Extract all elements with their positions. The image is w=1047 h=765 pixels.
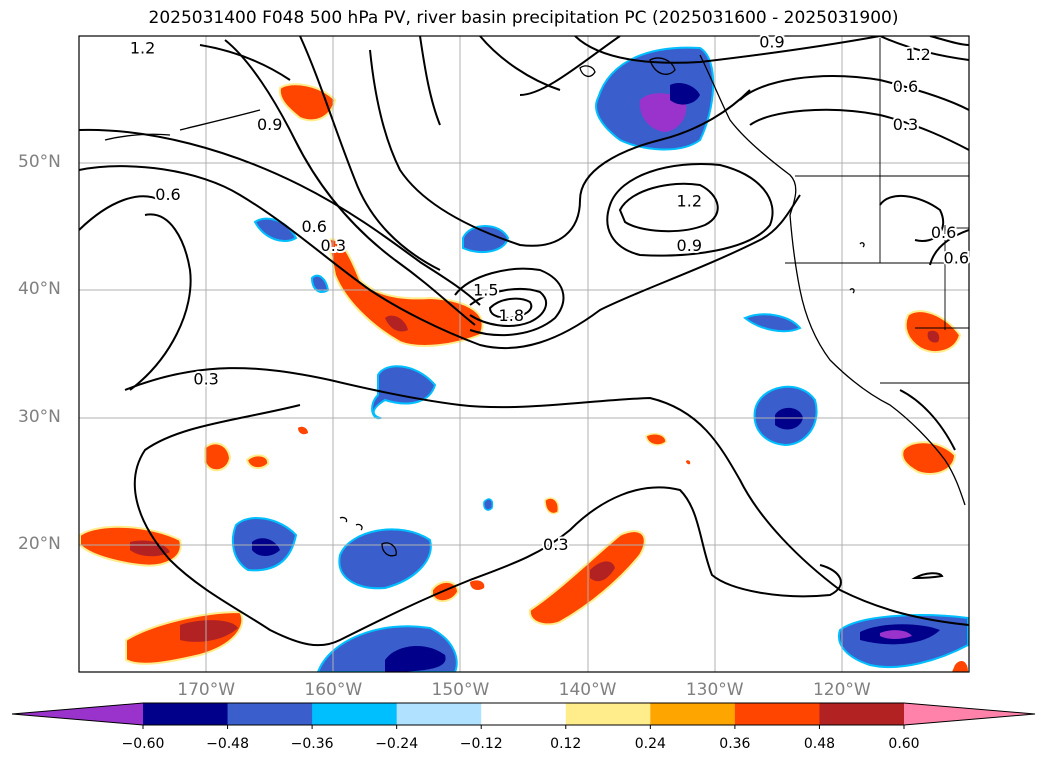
colorbar-tick-label: −0.36 [290,736,334,752]
lat-label: 50°N [18,152,61,173]
contour-label: 0.9 [759,32,784,51]
colorbar-segment [312,703,398,725]
contour-label: 1.8 [499,306,524,325]
contour-label: 0.6 [931,223,956,242]
coastlines [104,54,966,557]
contour-labels: 1.20.90.60.60.31.51.80.30.31.20.90.91.20… [128,30,971,555]
colorbar-tick-label: 0.24 [634,736,666,752]
contour-label: 0.3 [193,369,218,388]
political-borders [785,38,969,384]
colorbar-tick-label: 0.12 [550,736,582,752]
contour-label: 0.6 [155,185,180,204]
pv-contours [79,36,969,647]
colorbar-tick-label: −0.24 [375,736,419,752]
colorbar-segment [565,703,651,725]
colorbar-segment [481,703,567,725]
lon-label: 150°W [431,680,490,700]
colorbar-tick-label: −0.12 [459,736,503,752]
colorbar-segment [650,703,736,725]
contour-label: 0.6 [893,77,918,96]
map-frame [78,35,970,673]
colorbar-tick-label: 0.48 [803,736,836,752]
contour-label: 1.5 [473,280,498,299]
lat-label: 40°N [18,279,61,300]
colorbar-tick-label: 0.36 [719,736,751,752]
colorbar-tick-label: 0.60 [888,736,920,752]
lat-label: 30°N [18,406,61,427]
contour-label: 0.6 [944,249,969,268]
contour-label: 0.9 [677,236,702,255]
contour-label: 0.6 [301,217,326,236]
colorbar-tick-label: −0.48 [206,736,249,752]
colorbar-min-extend [12,703,143,725]
contour-label: 1.2 [130,39,155,58]
lon-label: 160°W [304,680,363,700]
colorbar-tick-label: −0.60 [121,736,165,752]
contour-label: 0.3 [321,236,346,255]
colorbar-segment [819,703,905,725]
colorbar-max-extend [904,703,1035,725]
lon-label: 170°W [177,680,236,700]
colorbar-segment [396,703,482,725]
map-canvas: 1.20.90.60.60.31.51.80.30.31.20.90.91.20… [78,30,971,673]
colorbar-segment [734,703,820,725]
colorbar-segment [143,703,229,725]
contour-label: 0.3 [893,115,918,134]
precipitation-patches [79,46,969,672]
lon-label: 130°W [685,680,744,700]
lon-label: 120°W [812,680,871,700]
lon-label: 140°W [558,680,617,700]
contour-label: 0.3 [543,535,568,554]
colorbar-segment [227,703,313,725]
contour-label: 0.9 [257,115,282,134]
map-title: 2025031400 F048 500 hPa PV, river basin … [148,8,899,28]
contour-label: 1.2 [905,45,930,64]
gridlines [79,36,969,672]
lat-label: 20°N [18,533,61,554]
contour-label: 1.2 [677,191,702,210]
